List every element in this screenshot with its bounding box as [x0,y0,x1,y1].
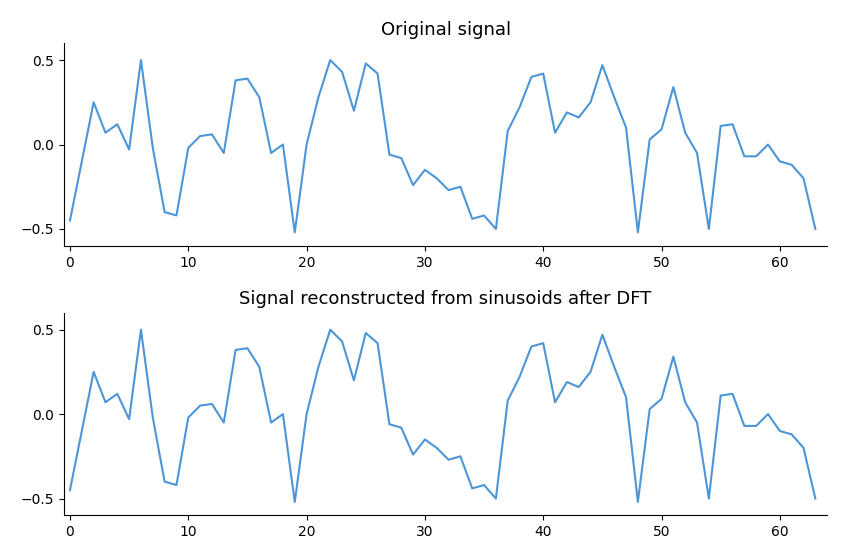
Title: Signal reconstructed from sinusoids after DFT: Signal reconstructed from sinusoids afte… [239,291,652,309]
Title: Original signal: Original signal [381,21,510,39]
